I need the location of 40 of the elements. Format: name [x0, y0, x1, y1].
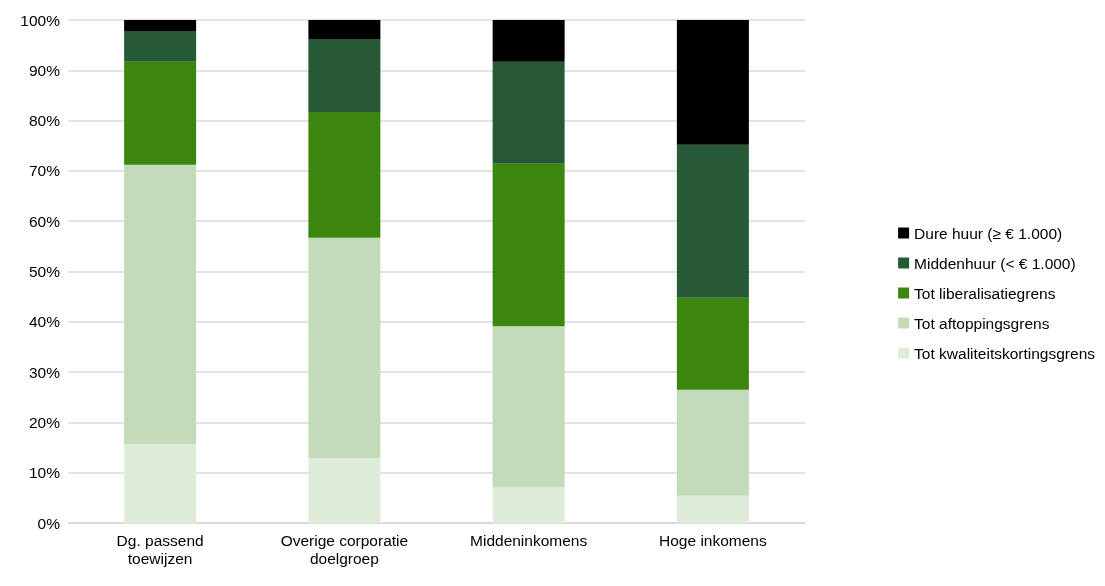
- y-tick-label: 30%: [28, 363, 61, 381]
- bar: [308, 112, 381, 238]
- bar: [676, 144, 749, 298]
- y-tick-label: 0%: [37, 514, 61, 532]
- y-tick-label: 70%: [28, 162, 61, 180]
- y-tick-label: 20%: [28, 413, 61, 431]
- bar: [492, 20, 565, 62]
- x-tick-label: Hoge inkomens: [659, 531, 767, 549]
- legend-label: Tot liberalisatiegrens: [914, 284, 1056, 302]
- bar: [492, 326, 565, 488]
- bar: [124, 164, 197, 445]
- y-tick-label: 90%: [28, 61, 61, 79]
- y-tick-label: 80%: [28, 112, 61, 130]
- y-tick-label: 10%: [28, 464, 61, 482]
- legend-label: Middenhuur (< € 1.000): [914, 254, 1076, 272]
- bar: [492, 487, 565, 523]
- bar: [676, 495, 749, 523]
- x-tick-label: Overige corporatie doelgroep: [280, 531, 409, 567]
- bar: [124, 61, 197, 165]
- x-tick-label: Dg. passend toewijzen: [116, 531, 204, 567]
- y-tick-label: 50%: [28, 263, 61, 280]
- y-tick-label: 60%: [28, 212, 61, 230]
- bar: [492, 163, 565, 327]
- bar: [492, 61, 565, 164]
- legend-label: Dure huur (≥ € 1.000): [914, 224, 1063, 242]
- bar: [676, 297, 749, 390]
- bar: [308, 39, 381, 113]
- x-tick-label: Middeninkomens: [470, 531, 588, 549]
- bar: [124, 444, 197, 523]
- y-tick-label: 40%: [28, 313, 61, 331]
- bar: [308, 20, 381, 40]
- bar: [308, 458, 381, 523]
- bar: [124, 20, 197, 32]
- bar: [676, 389, 749, 496]
- legend-label: Tot kwaliteitskortingsgrens: [914, 344, 1096, 362]
- bar: [124, 31, 197, 62]
- bar: [676, 20, 749, 145]
- bar: [308, 237, 381, 459]
- legend-label: Tot aftoppingsgrens: [914, 314, 1050, 332]
- y-tick-label: 100%: [20, 11, 61, 29]
